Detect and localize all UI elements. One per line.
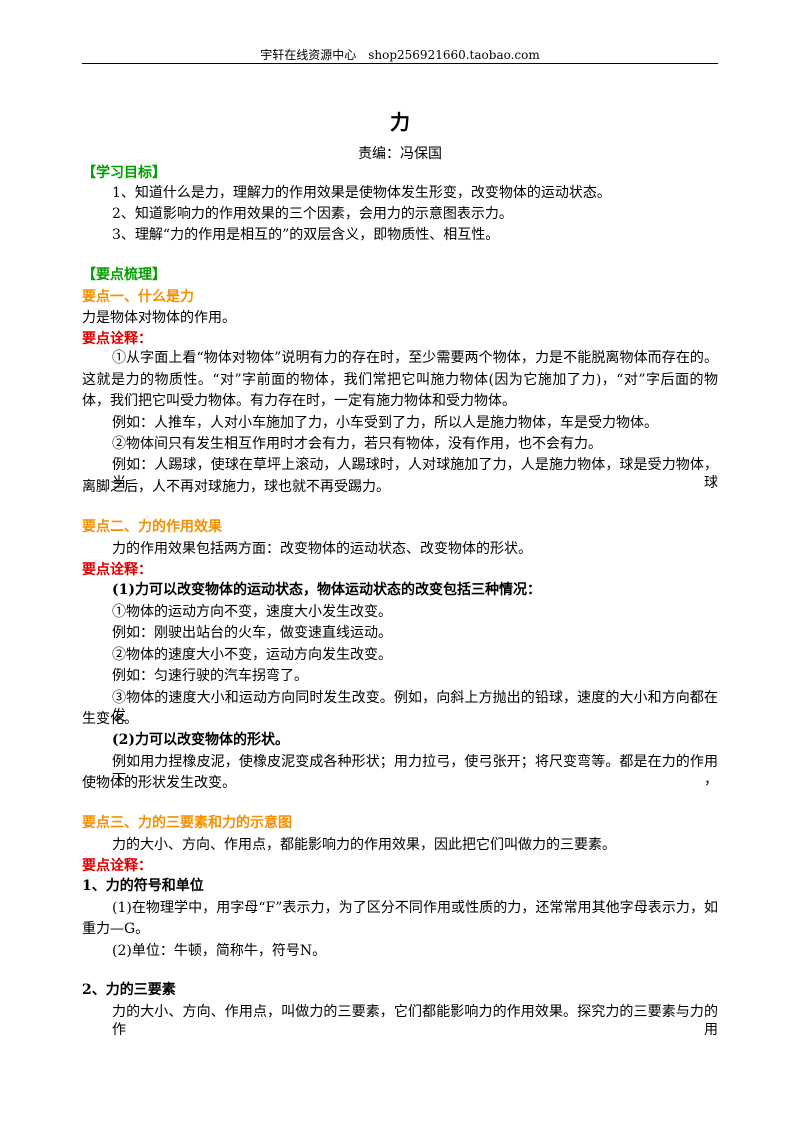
text-line: 【要点梳理】	[82, 267, 166, 283]
text-line: 例如：人推车，人对小车施加了力，小车受到了力，所以人是施力物体，车是受力物体。	[112, 415, 658, 431]
text-line: 要点诠释：	[82, 331, 152, 347]
text-line: 2、力的三要素	[82, 982, 176, 998]
text-line: 例如：匀速行驶的汽车拐弯了。	[112, 668, 308, 684]
text-line: 【学习目标】	[82, 165, 166, 181]
text-line: (1)在物理学中，用字母“F”表示力，为了区分不同作用或性质的力，还常常用其他字…	[112, 900, 718, 916]
text-line: ③物体的速度大小和运动方向同时发生改变。例如，向斜上方抛出的铅球，速度的大小和方…	[112, 690, 718, 724]
text-line: 要点三、力的三要素和力的示意图	[82, 815, 292, 831]
text-line: 要点诠释：	[82, 562, 152, 578]
text-line: 要点诠释：	[82, 858, 152, 874]
text-line: 生变化。	[82, 711, 138, 727]
text-line: 3、理解“力的作用是相互的”的双层含义，即物质性、相互性。	[112, 227, 500, 243]
text-line: (1)力可以改变物体的运动状态，物体运动状态的改变包括三种情况：	[112, 582, 541, 598]
header-rule	[82, 63, 718, 64]
text-line: 力的大小、方向、作用点，都能影响力的作用效果，因此把它们叫做力的三要素。	[112, 837, 616, 853]
text-line: 离脚之后，人不再对球施力，球也就不再受踢力。	[82, 479, 390, 495]
text-line: ①物体的运动方向不变，速度大小发生改变。	[112, 604, 392, 620]
text-line: 力的大小、方向、作用点，叫做力的三要素，它们都能影响力的作用效果。探究力的三要素…	[112, 1004, 718, 1038]
text-line: 这就是力的物质性。“对”字前面的物体，我们常把它叫施力物体(因为它施加了力)，“…	[82, 372, 718, 388]
header: 宇轩在线资源中心 shop256921660.taobao.com	[260, 48, 540, 62]
text-line: (2)单位：牛顿，简称牛，符号N。	[112, 943, 327, 959]
text-line: 重力—G。	[82, 921, 150, 937]
text-line: 要点一、什么是力	[82, 289, 194, 305]
text-line: ②物体间只有发生相互作用时才会有力，若只有物体，没有作用，也不会有力。	[112, 436, 602, 452]
text-line: 1、知道什么是力，理解力的作用效果是使物体发生形变，改变物体的运动状态。	[112, 185, 611, 201]
text-line: 例如用力捏橡皮泥，使橡皮泥变成各种形状；用力拉弓，使弓张开；将尺变弯等。都是在力…	[112, 754, 718, 788]
text-line: 力是物体对物体的作用。	[82, 310, 236, 326]
text-line: 2、知道影响力的作用效果的三个因素，会用力的示意图表示力。	[112, 206, 513, 222]
text-line: 使物体的形状发生改变。	[82, 775, 236, 791]
text-line: 要点二、力的作用效果	[82, 519, 222, 535]
text-line: 体，我们把它叫受力物体。有力存在时，一定有施力物体和受力物体。	[82, 393, 516, 409]
text-line: 例如：人踢球，使球在草坪上滚动，人踢球时，人对球施加了力，人是施力物体，球是受力…	[112, 457, 718, 491]
text-line: 力的作用效果包括两方面：改变物体的运动状态、改变物体的形状。	[112, 541, 532, 557]
text-line: (2)力可以改变物体的形状。	[112, 732, 289, 748]
editor: 责编：冯保国	[358, 146, 442, 162]
title: 力	[390, 110, 410, 134]
text-line: 例如：刚驶出站台的火车，做变速直线运动。	[112, 625, 392, 641]
text-line: ②物体的速度大小不变，运动方向发生改变。	[112, 647, 392, 663]
text-line: ①从字面上看“物体对物体”说明有力的存在时，至少需要两个物体，力是不能脱离物体而…	[112, 350, 718, 366]
text-line: 1、力的符号和单位	[82, 878, 204, 894]
